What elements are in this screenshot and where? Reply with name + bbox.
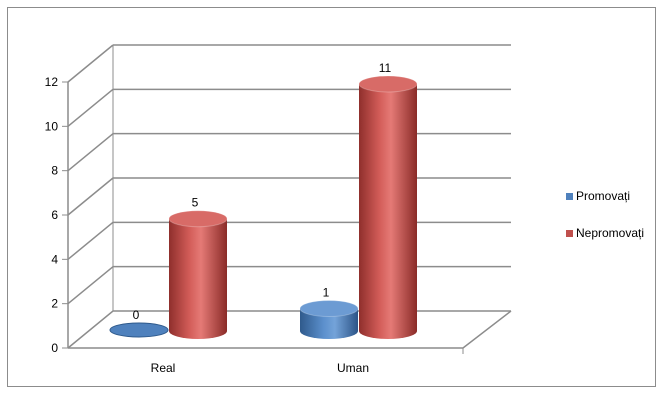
y-tick-label-12: 12: [45, 75, 59, 89]
chart-frame: 0 2 4 6 8 10 12 0 5 1 11 Real Uman Promovați Nepro…: [7, 7, 656, 387]
bar-real-promovati: [109, 322, 169, 338]
gridline-side-10: [67, 88, 114, 127]
legend: Promovați Nepromovați: [566, 188, 644, 262]
data-label-uman-nepromovati: 11: [379, 61, 392, 75]
y-tick-label-2: 2: [51, 297, 58, 311]
y-tick-label-4: 4: [51, 252, 58, 266]
gridline-side-2: [67, 266, 114, 305]
bar-uman-promovati: [299, 300, 359, 339]
legend-label-nepromovati: Nepromovați: [576, 226, 645, 240]
bar-uman-nepromovati: [358, 75, 418, 339]
gridline-side-6: [67, 177, 114, 216]
legend-swatch-promovati: [566, 192, 573, 200]
category-label-uman: Uman: [337, 361, 369, 375]
gridline-side-12: [67, 44, 114, 83]
y-tick-label-8: 8: [51, 164, 58, 178]
legend-item-promovati: Promovați: [566, 188, 644, 204]
gridline-side-4: [67, 221, 114, 260]
x-axis-categories: Real Uman: [151, 361, 369, 375]
data-label-real-nepromovati: 5: [192, 196, 199, 210]
legend-swatch-nepromovati: [566, 229, 573, 237]
bar-top: [299, 300, 359, 318]
legend-label-promovati: Promovați: [576, 189, 631, 203]
bar-disc: [109, 322, 169, 338]
y-tick-label-6: 6: [51, 208, 58, 222]
y-tick-label-0: 0: [51, 341, 58, 355]
bar-top: [168, 210, 228, 228]
data-label-real-promovati: 0: [133, 308, 140, 322]
bar-top: [358, 75, 418, 93]
category-label-real: Real: [151, 361, 176, 375]
y-tick-label-10: 10: [45, 119, 59, 133]
gridline-side-8: [67, 133, 114, 172]
y-axis-ticks: 0 2 4 6 8 10 12: [45, 75, 68, 355]
bar-body: [169, 218, 227, 339]
bar-real-nepromovati: [168, 210, 228, 339]
bar-body: [300, 308, 358, 339]
data-label-uman-promovati: 1: [323, 286, 330, 300]
bar-body: [359, 84, 417, 339]
legend-item-nepromovati: Nepromovați: [566, 225, 644, 241]
